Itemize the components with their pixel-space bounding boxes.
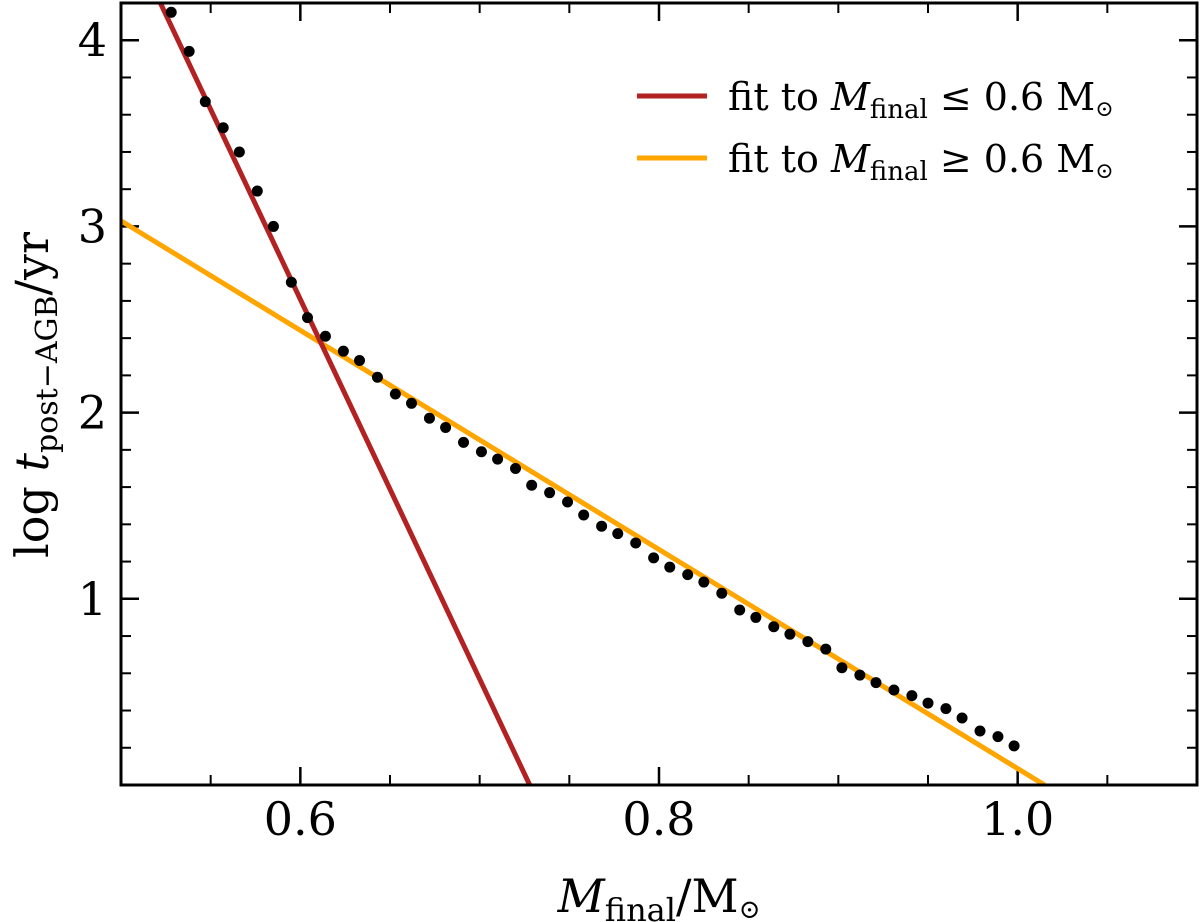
model-point	[612, 528, 624, 540]
model-point	[992, 731, 1004, 743]
y-tick-label: 4	[78, 13, 107, 67]
model-point	[820, 643, 832, 655]
model-point	[870, 677, 882, 689]
legend-label-orange: fit to Mfinal ≥ 0.6 M⊙	[728, 137, 1114, 187]
model-point	[974, 725, 986, 737]
legend-label-red-sym: ⊙	[1095, 97, 1113, 122]
model-point	[734, 604, 746, 616]
model-point	[440, 422, 452, 434]
model-point	[648, 552, 660, 564]
y-tick-label: 3	[78, 199, 107, 253]
y-axis-label-post: /yr	[5, 232, 59, 295]
axis-ticks	[121, 2, 1197, 785]
model-point	[233, 146, 245, 158]
x-axis-label: Mfinal/M⊙	[557, 869, 761, 922]
x-tick-label: 1.0	[981, 792, 1054, 846]
model-point	[682, 569, 694, 581]
tick-labels: 0.6 0.8 1.0 1 2 3 4	[78, 13, 1055, 846]
model-point	[716, 587, 728, 599]
legend-label-orange-var: M	[830, 137, 871, 181]
model-point	[458, 436, 470, 448]
model-point	[922, 697, 934, 709]
model-point	[956, 712, 968, 724]
model-point	[406, 397, 418, 409]
model-point	[510, 462, 522, 474]
legend-label-orange-sub: final	[870, 157, 928, 187]
y-tick-label: 1	[78, 572, 107, 626]
model-point	[217, 122, 229, 134]
y-axis-label: log tpost−AGB/yr	[5, 232, 65, 558]
y-axis-label-pre: log	[5, 472, 59, 558]
model-point	[562, 496, 574, 508]
legend-label-red-var: M	[830, 75, 871, 119]
model-point	[888, 684, 900, 696]
model-point	[1008, 740, 1020, 752]
x-axis-label-mid: /M	[676, 869, 739, 922]
x-axis-label-sym: ⊙	[739, 895, 761, 922]
model-point	[423, 412, 435, 424]
model-point	[698, 576, 710, 588]
fit-line-low-mass	[157, 3, 532, 785]
y-axis-label-var: t	[5, 453, 59, 472]
model-point	[578, 509, 590, 521]
model-point	[596, 520, 608, 532]
model-point	[371, 371, 383, 383]
legend-label-orange-rel: ≥ 0.6 M	[928, 137, 1095, 181]
data-series	[121, 3, 1046, 785]
y-tick-label: 2	[78, 386, 107, 440]
model-point	[802, 636, 814, 648]
legend-label-orange-sym: ⊙	[1095, 159, 1113, 184]
y-axis-label-sub: post−AGB	[30, 295, 65, 453]
model-point	[544, 487, 556, 499]
model-point	[784, 628, 796, 640]
model-point	[768, 621, 780, 633]
model-point	[630, 537, 642, 549]
x-axis-label-sub: final	[605, 891, 676, 922]
model-point	[836, 662, 848, 674]
fit-line-high-mass	[121, 218, 1046, 785]
model-point	[750, 611, 762, 623]
model-point	[165, 6, 177, 18]
model-point	[251, 185, 263, 197]
model-point	[183, 45, 195, 57]
model-point	[354, 354, 366, 366]
legend-label-red-rel: ≤ 0.6 M	[928, 75, 1095, 119]
model-point	[199, 96, 211, 108]
legend: fit to Mfinal ≤ 0.6 M⊙ fit to Mfinal ≥ 0…	[637, 75, 1114, 187]
legend-label-red-pre: fit to	[728, 75, 831, 119]
legend-label-orange-pre: fit to	[728, 137, 831, 181]
model-point	[267, 220, 279, 232]
model-point	[664, 561, 676, 573]
model-point	[940, 703, 952, 715]
model-point	[285, 276, 297, 288]
model-point	[526, 479, 538, 491]
model-point	[475, 446, 487, 458]
model-point	[389, 388, 401, 400]
model-point	[854, 669, 866, 681]
model-point	[337, 345, 349, 357]
plot-frame	[119, 1, 1199, 787]
x-axis-label-var: M	[557, 869, 607, 922]
model-point	[906, 690, 918, 702]
model-point	[302, 312, 314, 324]
x-tick-label: 0.8	[622, 792, 695, 846]
legend-label-red: fit to Mfinal ≤ 0.6 M⊙	[728, 75, 1114, 125]
legend-label-red-sub: final	[870, 95, 928, 125]
model-point	[319, 330, 331, 342]
x-tick-label: 0.6	[264, 792, 337, 846]
model-point	[492, 453, 504, 465]
